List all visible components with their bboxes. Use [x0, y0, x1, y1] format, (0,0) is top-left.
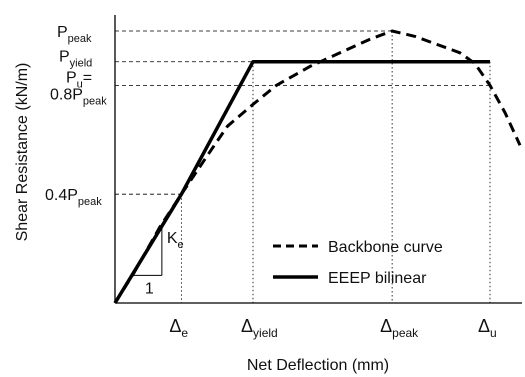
series-line-backbone	[113, 29, 522, 304]
reference-lines	[115, 30, 491, 303]
legend-label-backbone: Backbone curve	[328, 239, 443, 256]
x-axis-title: Net Deflection (mm)	[247, 357, 389, 374]
y-tick-label-p-yield: Pyield	[59, 49, 92, 70]
x-tick-label-delta-yield: Δyield	[241, 316, 278, 340]
legend-label-eeep: EEEP bilinear	[328, 270, 427, 287]
plot-area: Ke 1	[113, 15, 522, 304]
y-axis-title: Shear Resistance (kN/m)	[14, 63, 31, 242]
x-tick-label-delta-u: Δu	[478, 316, 497, 340]
y-tick-label-point4-p-peak: 0.4Ppeak	[45, 187, 102, 208]
x-axis-tick-labels: Δe Δyield Δpeak Δu	[169, 316, 496, 340]
y-tick-label-point8-p-peak: 0.8Ppeak	[50, 86, 107, 107]
series-layer	[113, 29, 522, 304]
series-line-eeep	[113, 59, 490, 304]
legend: Backbone curve EEEP bilinear	[273, 239, 443, 287]
x-tick-label-delta-e: Δe	[169, 316, 188, 340]
x-tick-label-delta-peak: Δpeak	[380, 316, 419, 340]
y-tick-label-p-peak: Ppeak	[57, 24, 92, 45]
slope-run-label: 1	[145, 280, 154, 297]
stiffness-ke-label: Ke	[167, 230, 184, 251]
y-tick-label-p-u: Pu=	[66, 69, 92, 90]
